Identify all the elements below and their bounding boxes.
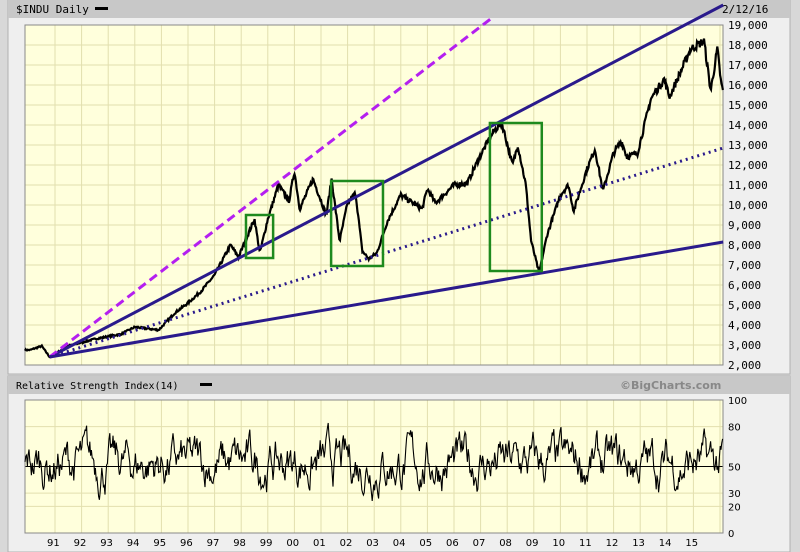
x-tick-label: 15 (685, 538, 698, 549)
y-tick-label: 2,000 (728, 359, 761, 372)
y-tick-label: 8,000 (728, 239, 761, 252)
rsi-y-tick-label: 100 (728, 396, 747, 407)
x-tick-label: 04 (393, 538, 406, 549)
price-series (24, 38, 724, 359)
date-label: 2/12/16 (722, 3, 768, 16)
x-tick-label: 97 (207, 538, 220, 549)
rsi-line (24, 422, 724, 502)
x-tick-label: 02 (340, 538, 353, 549)
x-tick-label: 12 (606, 538, 619, 549)
rsi-y-tick-label: 20 (728, 502, 741, 513)
rsi-y-tick-label: 0 (728, 529, 734, 540)
x-tick-label: 99 (260, 538, 273, 549)
y-tick-label: 12,000 (728, 159, 768, 172)
y-tick-label: 17,000 (728, 59, 768, 72)
x-tick-label: 00 (286, 538, 299, 549)
price-title: $INDU Daily (16, 3, 89, 16)
x-tick-label: 96 (180, 538, 193, 549)
y-tick-label: 4,000 (728, 319, 761, 332)
y-tick-label: 3,000 (728, 339, 761, 352)
collapse-icon[interactable] (95, 7, 108, 10)
x-tick-label: 94 (127, 538, 140, 549)
y-tick-label: 6,000 (728, 279, 761, 292)
rsi-collapse-icon[interactable] (200, 383, 212, 386)
price-frame (24, 24, 724, 366)
trendline-solid (49, 240, 724, 359)
x-tick-label: 03 (366, 538, 379, 549)
rsi-frame (24, 399, 724, 534)
rsi-series (24, 422, 724, 502)
rsi-header-bar (8, 376, 790, 394)
y-tick-label: 14,000 (728, 119, 768, 132)
x-tick-label: 93 (100, 538, 113, 549)
x-tick-label: 91 (47, 538, 60, 549)
x-tick-label: 05 (419, 538, 432, 549)
x-tick-label: 13 (632, 538, 645, 549)
credit-label: ©BigCharts.com (620, 379, 721, 392)
x-tick-label: 10 (552, 538, 565, 549)
price-y-axis: 2,000 3,000 4,000 5,000 6,000 7,000 8,000 9,000… (728, 19, 768, 372)
highlight-box (488, 121, 544, 273)
x-tick-label: 14 (659, 538, 672, 549)
trendlines (48, 3, 724, 359)
rsi-y-tick-label: 30 (728, 489, 741, 500)
y-tick-label: 19,000 (728, 19, 768, 32)
x-tick-label: 08 (499, 538, 512, 549)
y-tick-label: 15,000 (728, 99, 768, 112)
price-header-bar (8, 0, 790, 18)
y-tick-label: 18,000 (728, 39, 768, 52)
highlight-boxes (244, 121, 544, 273)
x-tick-label: 09 (526, 538, 539, 549)
y-tick-label: 11,000 (728, 179, 768, 192)
x-tick-label: 92 (74, 538, 87, 549)
trendline-solid (48, 3, 724, 359)
y-tick-label: 9,000 (728, 219, 761, 232)
x-tick-label: 95 (153, 538, 166, 549)
rsi-y-tick-label: 80 (728, 423, 741, 434)
x-tick-label: 06 (446, 538, 459, 549)
x-tick-label: 01 (313, 538, 326, 549)
x-tick-label: 07 (473, 538, 486, 549)
x-tick-label: 11 (579, 538, 592, 549)
price-grid (24, 24, 724, 366)
trendline-dashed (48, 15, 495, 359)
y-tick-label: 7,000 (728, 259, 761, 272)
y-tick-label: 13,000 (728, 139, 768, 152)
x-axis: 91 92 93 94 95 96 97 98 99 00 01 02 03 04 05 06 07 08 09 10… (47, 538, 698, 549)
highlight-box (329, 179, 385, 268)
y-tick-label: 16,000 (728, 79, 768, 92)
y-tick-label: 5,000 (728, 299, 761, 312)
rsi-y-tick-label: 50 (728, 463, 741, 474)
highlight-box (244, 213, 275, 260)
y-tick-label: 10,000 (728, 199, 768, 212)
rsi-y-axis: 0 20 30 50 80 100 (728, 396, 747, 540)
rsi-grid (24, 399, 724, 534)
price-line (24, 38, 724, 359)
x-tick-label: 98 (233, 538, 246, 549)
rsi-title: Relative Strength Index(14) (16, 381, 179, 392)
